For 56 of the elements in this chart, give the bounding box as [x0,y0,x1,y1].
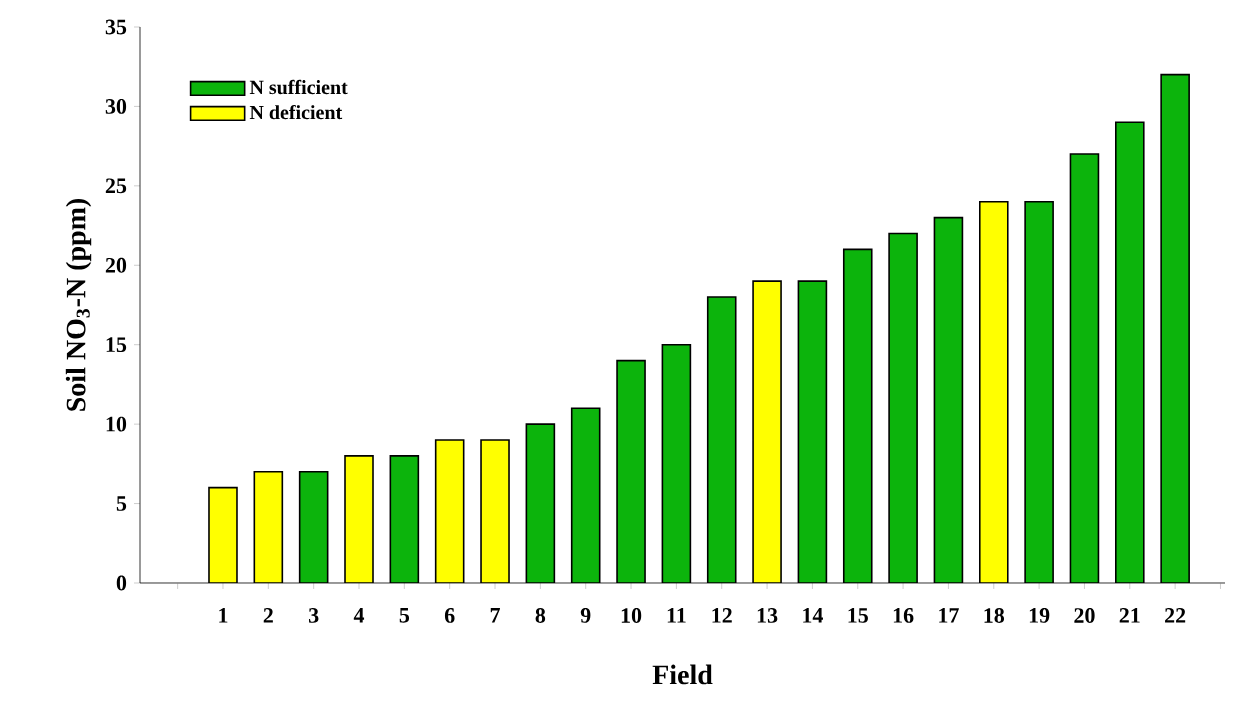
x-tick-label: 2 [263,608,273,623]
x-tick-label: 22 [1165,608,1186,623]
x-tick-label: 16 [893,608,914,623]
x-tick-label: 19 [1029,608,1050,623]
bar [978,200,1009,583]
bar [434,439,465,583]
bar [525,423,556,583]
x-tick-label: 21 [1119,608,1140,623]
y-tick-label: 10 [106,416,127,432]
bar [888,232,918,583]
y-tick-label: 0 [116,575,127,591]
bar [208,486,238,583]
bar [797,280,828,583]
bar [933,216,964,583]
bar [1160,73,1190,583]
x-tick-label: 5 [399,608,410,623]
x-tick-label: 18 [984,608,1005,623]
x-tick-label: 8 [535,608,546,623]
bar [616,359,646,583]
bar [752,280,782,583]
x-tick-label: 4 [353,608,365,623]
bar [480,439,510,583]
x-tick-label: 1 [219,608,228,623]
x-tick-label: 17 [939,608,959,623]
bar [344,455,374,583]
x-axis-title: Field [652,664,713,685]
x-tick-label: 10 [621,608,642,623]
x-tick-label: 20 [1074,608,1095,623]
bar [298,470,329,583]
x-tick-label: 15 [848,608,868,623]
x-tick-label: 3 [308,608,319,623]
y-tick-label: 20 [105,257,127,273]
bar [1069,153,1100,583]
bar [842,248,873,583]
x-tick-label: 11 [667,608,686,623]
legend-label: N sufficient [249,79,348,95]
x-tick-label: 14 [803,608,823,623]
x-tick-label: 6 [444,608,455,623]
bar [661,343,692,583]
x-tick-label: 7 [490,608,500,623]
y-tick-label: 30 [105,99,127,114]
bar [389,455,420,583]
x-tick-label: 13 [757,608,778,623]
y-tick-label: 15 [106,337,127,353]
x-tick-label: 9 [580,608,591,623]
y-tick-label: 5 [116,496,127,511]
y-tick-label: 35 [105,19,127,35]
legend-label: N deficient [249,104,343,120]
bar [1115,121,1145,583]
x-tick-label: 12 [712,608,732,623]
bar [570,407,601,583]
y-axis-title: Soil NO$_{3}$-N (ppm) [65,198,92,411]
bar [253,470,284,583]
bar [1024,200,1054,583]
bar [706,296,737,583]
y-tick-label: 25 [105,178,127,194]
